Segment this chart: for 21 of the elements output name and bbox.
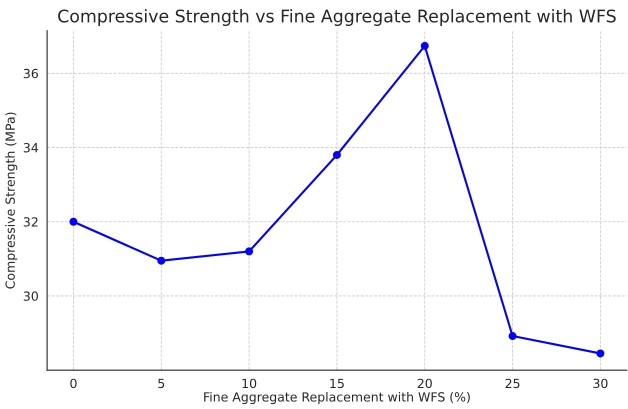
point	[420, 42, 429, 50]
y-tick-label: 32	[24, 217, 38, 227]
x-axis-title: Fine Aggregate Replacement with WFS (%)	[204, 392, 470, 404]
x-tick-label: 25	[506, 378, 520, 388]
point	[508, 332, 517, 340]
point	[596, 349, 604, 358]
x-tick-label: 20	[418, 378, 432, 388]
x-tick-label: 10	[242, 378, 256, 388]
point	[69, 218, 78, 226]
y-tick-label: 36	[24, 68, 38, 78]
y-tick-label: 30	[24, 291, 38, 301]
chart-title: Compressive Strength vs Fine Aggregate Replacement with WFS	[58, 9, 616, 26]
y-tick-label: 34	[24, 143, 38, 152]
x-tick-label: 15	[330, 378, 344, 388]
point	[245, 247, 254, 256]
x-tick-label: 5	[158, 378, 164, 388]
x-tick-label: 30	[593, 378, 608, 388]
point	[332, 150, 341, 159]
y-axis-title: Compressive Strength (MPa)	[5, 112, 18, 289]
point	[157, 256, 166, 265]
x-tick-label: 0	[70, 378, 77, 388]
